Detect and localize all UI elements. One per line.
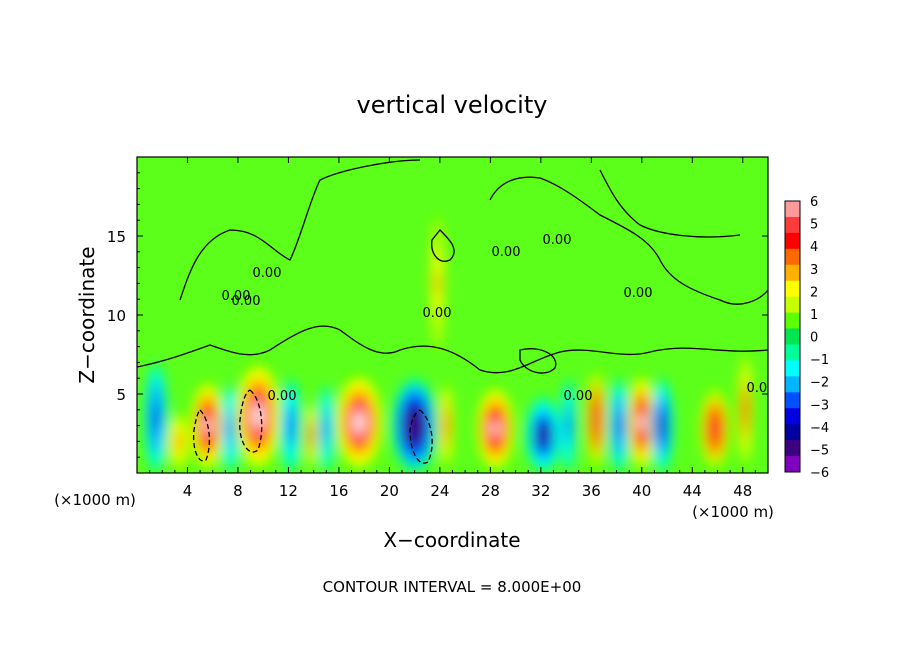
contour-label: 0.00 — [543, 233, 572, 248]
colorbar-tick-label: −1 — [810, 353, 829, 368]
contour-label: 0.00 — [423, 306, 452, 321]
velocity-cell — [540, 428, 547, 442]
x-tick-label: 12 — [279, 482, 298, 500]
colorbar-tick-label: −6 — [810, 466, 829, 481]
contour-label: 0.00 — [222, 289, 251, 304]
velocity-cell — [443, 417, 450, 434]
x-tick-label: 48 — [733, 482, 752, 500]
contour-label: 0.00 — [747, 381, 776, 396]
colorbar-tick-label: 2 — [810, 285, 818, 300]
contour-line — [409, 409, 433, 464]
colorbar-segment — [785, 424, 800, 441]
contour-line — [137, 325, 768, 374]
colorbar-segment — [785, 376, 800, 393]
colorbar-segment — [785, 440, 800, 457]
velocity-cell — [711, 421, 718, 437]
colorbar-tick-label: −5 — [810, 443, 829, 458]
colorbar-segment — [785, 392, 800, 409]
colorbar: 6 5 4 3 2 1 0 −1 −2 −3 −4 −5 −6 — [784, 195, 829, 481]
x-tick-label: 36 — [582, 482, 601, 500]
velocity-cell — [742, 399, 749, 421]
x-tick-label: 32 — [531, 482, 550, 500]
velocity-cell — [175, 436, 182, 447]
colorbar-tick-label: 6 — [810, 195, 818, 210]
y-axis-ticks: 5 10 15 — [107, 172, 768, 458]
x-unit-label-right: (×1000 m) — [692, 503, 774, 521]
contour-label: 0.00 — [492, 245, 521, 260]
velocity-cell — [410, 417, 419, 434]
x-axis-label: X−coordinate — [383, 528, 520, 552]
colorbar-tick-label: −3 — [810, 398, 829, 413]
x-tick-label: 28 — [481, 482, 500, 500]
colorbar-segment — [785, 312, 800, 330]
colorbar-segment — [785, 280, 800, 298]
colorbar-tick-label: −2 — [810, 376, 829, 391]
velocity-cell — [658, 417, 665, 434]
x-tick-label: 40 — [632, 482, 651, 500]
velocity-cell — [434, 270, 441, 297]
velocity-cell — [638, 414, 645, 431]
x-unit-label-left: (×1000 m) — [54, 491, 136, 509]
contour-line — [239, 389, 263, 453]
contour-line — [519, 348, 557, 374]
velocity-cell — [593, 410, 600, 429]
x-tick-label: 4 — [183, 482, 193, 500]
contour-labels: 0.000.000.000.000.000.000.00 0.000.000.00 — [222, 233, 776, 404]
contour-label: 0.00 — [253, 266, 282, 281]
colorbar-segment — [785, 456, 800, 473]
colorbar-tick-label: −4 — [810, 421, 829, 436]
colorbar-tick-label: 3 — [810, 263, 818, 278]
colorbar-tick-label: 1 — [810, 308, 818, 323]
velocity-cell — [308, 428, 315, 442]
contour-line — [192, 409, 211, 462]
contour-line — [431, 229, 455, 262]
contour-label: 0.00 — [268, 389, 297, 404]
chart-title: vertical velocity — [357, 91, 548, 119]
x-tick-label: 44 — [683, 482, 702, 500]
x-tick-label: 20 — [380, 482, 399, 500]
x-tick-label: 24 — [430, 482, 449, 500]
velocity-cell — [565, 417, 572, 434]
colorbar-segment — [785, 344, 800, 361]
velocity-cell — [616, 417, 623, 434]
colorbar-segment — [785, 408, 800, 425]
colorbar-segment — [785, 201, 800, 218]
velocity-cell — [492, 421, 499, 437]
colorbar-segment — [785, 296, 800, 314]
contour-interval-footer: CONTOUR INTERVAL = 8.000E+00 — [323, 578, 582, 596]
y-tick-label: 15 — [107, 228, 126, 246]
contour-lines — [137, 159, 768, 464]
plot-area: 0.000.000.000.000.000.000.00 0.000.000.00 — [137, 157, 776, 473]
velocity-cell — [287, 417, 294, 434]
y-tick-label: 5 — [116, 386, 126, 404]
contour-line — [179, 159, 421, 301]
colorbar-frame — [784, 200, 801, 473]
velocity-cells — [144, 207, 753, 473]
colorbar-segment — [785, 360, 800, 377]
colorbar-segment — [785, 264, 800, 282]
contour-label: 0.00 — [232, 294, 261, 309]
x-tick-label: 16 — [329, 482, 348, 500]
velocity-cell — [323, 421, 330, 437]
colorbar-tick-label: 0 — [810, 331, 818, 346]
colorbar-segment — [785, 232, 800, 250]
contour-line — [599, 169, 741, 238]
velocity-cell — [227, 421, 234, 437]
velocity-cell — [152, 408, 159, 427]
y-axis-label: Z−coordinate — [75, 246, 99, 383]
colorbar-segment — [785, 216, 800, 234]
contour-line — [489, 176, 768, 305]
velocity-cell — [354, 414, 364, 431]
contour-label: 0.00 — [624, 286, 653, 301]
contour-label: 0.00 — [564, 389, 593, 404]
colorbar-tick-label: 4 — [810, 240, 818, 255]
x-axis-ticks: 4 8 12 16 20 24 28 32 36 40 44 48 — [149, 157, 756, 500]
colorbar-segment — [785, 248, 800, 266]
colorbar-tick-label: 5 — [810, 218, 818, 233]
x-tick-label: 8 — [233, 482, 243, 500]
y-tick-label: 10 — [107, 307, 126, 325]
colorbar-segment — [785, 328, 800, 345]
